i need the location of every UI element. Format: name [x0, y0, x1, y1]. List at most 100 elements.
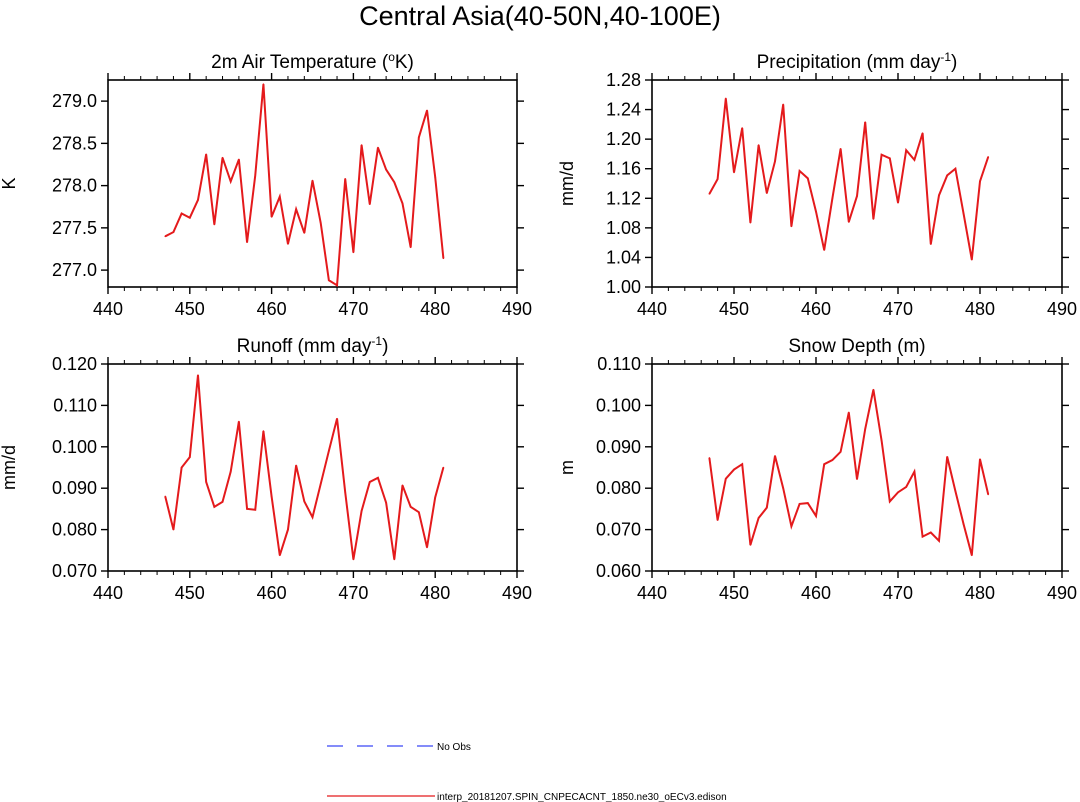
plot-frame — [107, 79, 518, 288]
data-point — [831, 459, 834, 461]
data-point — [213, 223, 216, 226]
data-point — [278, 554, 281, 557]
data-point — [757, 144, 760, 146]
legend: No Obs interp_20181207.SPIN_CNPECACNT_18… — [327, 742, 727, 802]
data-point — [246, 508, 248, 510]
data-point — [180, 466, 183, 469]
y-axis-label: mm/d — [0, 445, 19, 490]
plot-frame — [651, 363, 1063, 572]
data-point — [295, 208, 297, 211]
data-point — [946, 455, 948, 458]
data-point — [368, 203, 371, 205]
x-tick-label: 480 — [965, 583, 995, 603]
data-point — [238, 158, 240, 161]
chart-panel-runoff-mm-day: Runoff (mm day-1) 440 450 460 470 480 490 0.070… — [0, 334, 532, 603]
data-point — [409, 506, 412, 508]
data-point — [180, 212, 183, 215]
y-tick-label: 0.070 — [596, 520, 641, 540]
data-point — [757, 517, 760, 519]
y-tick-label: 0.110 — [53, 395, 97, 415]
data-point — [971, 554, 973, 557]
data-point — [221, 501, 224, 503]
x-tick-label: 490 — [1047, 299, 1077, 319]
series-line — [164, 84, 445, 288]
data-point — [979, 180, 981, 183]
x-tick-label: 440 — [93, 583, 123, 603]
data-point — [254, 174, 257, 177]
data-point — [708, 457, 711, 459]
data-point — [962, 523, 965, 526]
data-point — [319, 221, 322, 224]
data-point — [782, 487, 784, 490]
x-tick-label: 470 — [883, 299, 913, 319]
data-point — [930, 531, 932, 534]
data-point — [254, 508, 257, 511]
x-tick-label: 450 — [175, 299, 205, 319]
data-point — [905, 486, 907, 488]
y-tick-label: 0.080 — [52, 520, 97, 540]
y-tick-label: 277.0 — [52, 260, 97, 280]
data-point — [749, 221, 752, 224]
y-tick-label: 1.28 — [606, 70, 641, 90]
y-tick-label: 0.090 — [52, 478, 97, 498]
data-point — [172, 231, 175, 233]
series-line — [164, 375, 445, 560]
x-tick-label: 440 — [637, 583, 667, 603]
data-point — [938, 194, 940, 197]
legend-label-no-obs: No Obs — [437, 742, 471, 753]
data-point — [807, 502, 809, 504]
data-point — [864, 121, 866, 123]
data-point — [741, 127, 743, 129]
data-point — [971, 258, 973, 261]
chart-panel-precipitation-mm-day: Precipitation (mm day-1) 440 450 460 470 480 4… — [557, 50, 1077, 319]
data-point — [708, 193, 711, 195]
data-point — [938, 539, 940, 542]
data-point — [352, 251, 355, 254]
data-point — [344, 178, 347, 180]
data-point — [856, 195, 858, 197]
panel-title: Runoff (mm day-1) — [237, 334, 389, 357]
x-tick-label: 470 — [883, 583, 913, 603]
data-point — [889, 157, 891, 160]
data-point — [426, 109, 428, 112]
data-point — [979, 458, 981, 461]
data-point — [725, 97, 727, 100]
x-tick-label: 480 — [420, 583, 450, 603]
data-point — [848, 411, 850, 414]
x-tick-label: 450 — [719, 583, 749, 603]
legend-label-model: interp_20181207.SPIN_CNPECACNT_1850.ne30… — [437, 792, 727, 802]
plot-frame — [651, 79, 1063, 288]
figure-title: Central Asia(40-50N,40-100E) — [359, 1, 721, 31]
data-point — [798, 503, 801, 505]
data-point — [716, 178, 719, 180]
x-tick-label: 440 — [637, 299, 667, 319]
y-tick-label: 0.080 — [596, 478, 641, 498]
data-point — [987, 156, 989, 158]
y-axis-label: m — [557, 460, 577, 475]
data-point — [213, 506, 216, 508]
data-point — [336, 417, 338, 420]
data-point — [238, 420, 240, 423]
data-point — [864, 428, 866, 430]
y-tick-label: 1.16 — [606, 159, 641, 179]
x-tick-label: 460 — [257, 583, 287, 603]
y-tick-label: 277.5 — [52, 218, 97, 238]
data-point — [418, 136, 420, 139]
data-point — [418, 511, 420, 514]
y-tick-label: 0.120 — [52, 354, 97, 374]
x-tick-label: 470 — [338, 299, 368, 319]
data-point — [839, 147, 842, 150]
y-tick-label: 1.08 — [606, 218, 641, 238]
data-point — [897, 201, 899, 204]
series-line — [708, 98, 990, 260]
data-point — [311, 179, 314, 182]
data-point — [303, 500, 306, 503]
y-axis-label: K — [0, 177, 19, 189]
data-point — [229, 470, 232, 473]
data-point — [880, 153, 883, 156]
data-point — [303, 232, 306, 234]
data-point — [377, 146, 379, 149]
data-point — [774, 160, 776, 163]
data-point — [287, 243, 289, 245]
